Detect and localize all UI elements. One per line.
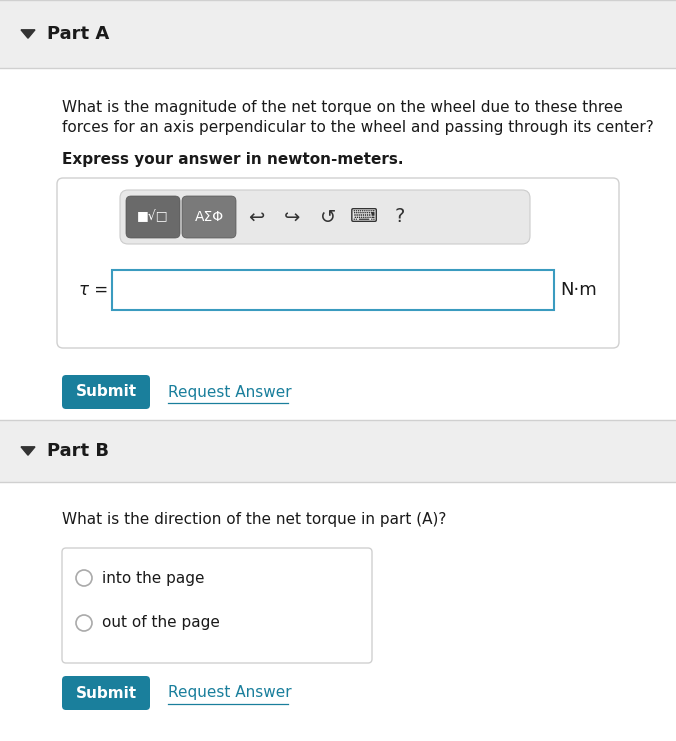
Text: Request Answer: Request Answer [168, 385, 291, 399]
Circle shape [76, 615, 92, 631]
FancyBboxPatch shape [57, 178, 619, 348]
Bar [0, 68, 676, 420]
Text: ↩: ↩ [248, 207, 264, 227]
Text: N·m: N·m [560, 281, 598, 299]
Text: Express your answer in newton-meters.: Express your answer in newton-meters. [62, 152, 404, 167]
Text: ■√□: ■√□ [137, 210, 169, 224]
Text: ↪: ↪ [284, 207, 300, 227]
Polygon shape [21, 30, 35, 39]
Bar [112, 270, 554, 310]
Text: ⌨: ⌨ [350, 207, 378, 227]
Bar [0, 482, 676, 741]
Text: Request Answer: Request Answer [168, 685, 291, 700]
Circle shape [76, 570, 92, 586]
Text: τ =: τ = [79, 281, 108, 299]
Text: into the page: into the page [102, 571, 205, 585]
FancyBboxPatch shape [120, 190, 530, 244]
FancyBboxPatch shape [62, 676, 150, 710]
Text: ?: ? [395, 207, 405, 227]
Bar [0, 420, 676, 482]
FancyBboxPatch shape [62, 548, 372, 663]
Text: Submit: Submit [76, 385, 137, 399]
Text: ΑΣΦ: ΑΣΦ [195, 210, 224, 224]
Text: forces for an axis perpendicular to the wheel and passing through its center?: forces for an axis perpendicular to the … [62, 120, 654, 135]
Text: Part B: Part B [47, 442, 109, 460]
Text: Submit: Submit [76, 685, 137, 700]
Text: out of the page: out of the page [102, 616, 220, 631]
FancyBboxPatch shape [182, 196, 236, 238]
Text: Part A: Part A [47, 25, 110, 43]
FancyBboxPatch shape [62, 375, 150, 409]
Text: What is the direction of the net torque in part (A)?: What is the direction of the net torque … [62, 512, 446, 527]
FancyBboxPatch shape [126, 196, 180, 238]
Text: What is the magnitude of the net torque on the wheel due to these three: What is the magnitude of the net torque … [62, 100, 623, 115]
Text: ↺: ↺ [320, 207, 336, 227]
Polygon shape [21, 447, 35, 455]
Bar [0, 0, 676, 68]
